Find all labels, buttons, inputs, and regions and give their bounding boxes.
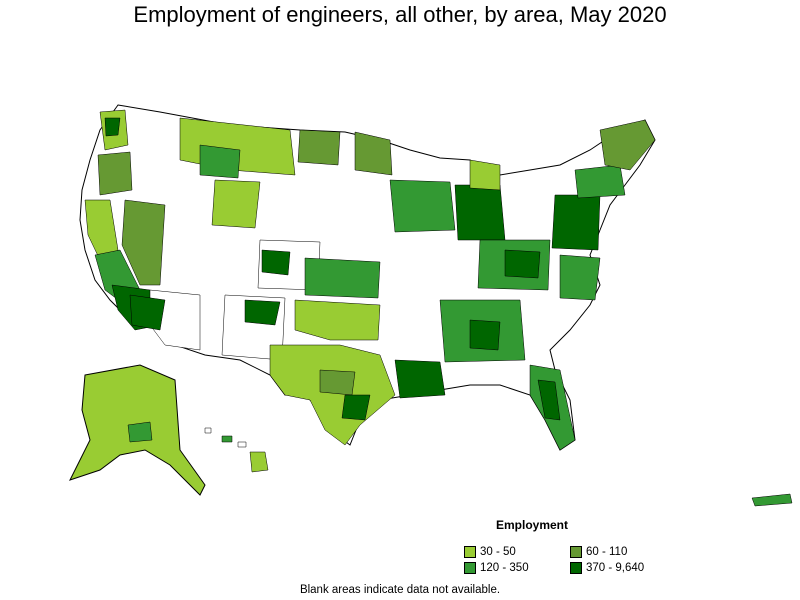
area-shading	[84, 109, 656, 451]
legend-item-370-9640: 370 - 9,640	[570, 562, 644, 574]
legend-swatch	[570, 562, 582, 574]
hawaii-islands	[204, 427, 269, 473]
legend-item-120-350: 120 - 350	[464, 562, 529, 574]
alaska-anchorage-area	[127, 421, 153, 443]
footnote: Blank areas indicate data not available.	[299, 584, 501, 596]
legend-label: 370 - 9,640	[586, 562, 645, 574]
legend-swatch	[464, 562, 476, 574]
legend-title: Employment	[495, 518, 568, 532]
map-title: Employment of engineers, all other, by a…	[133, 2, 667, 27]
map-legend: Employment 30 - 50 60 - 110 120 - 350 37…	[462, 518, 662, 580]
legend-label: 120 - 350	[480, 562, 529, 574]
legend-label: 60 - 110	[586, 546, 628, 558]
legend-item-30-50: 30 - 50	[464, 546, 516, 558]
legend-swatch	[570, 546, 582, 558]
legend-item-60-110: 60 - 110	[570, 546, 627, 558]
legend-swatch	[464, 546, 476, 558]
legend-label: 30 - 50	[480, 546, 516, 558]
puerto-rico	[751, 493, 793, 507]
